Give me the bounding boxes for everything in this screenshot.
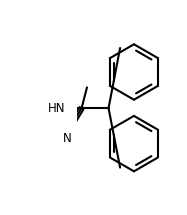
Text: N: N	[63, 132, 72, 145]
Text: HN: HN	[47, 102, 65, 115]
